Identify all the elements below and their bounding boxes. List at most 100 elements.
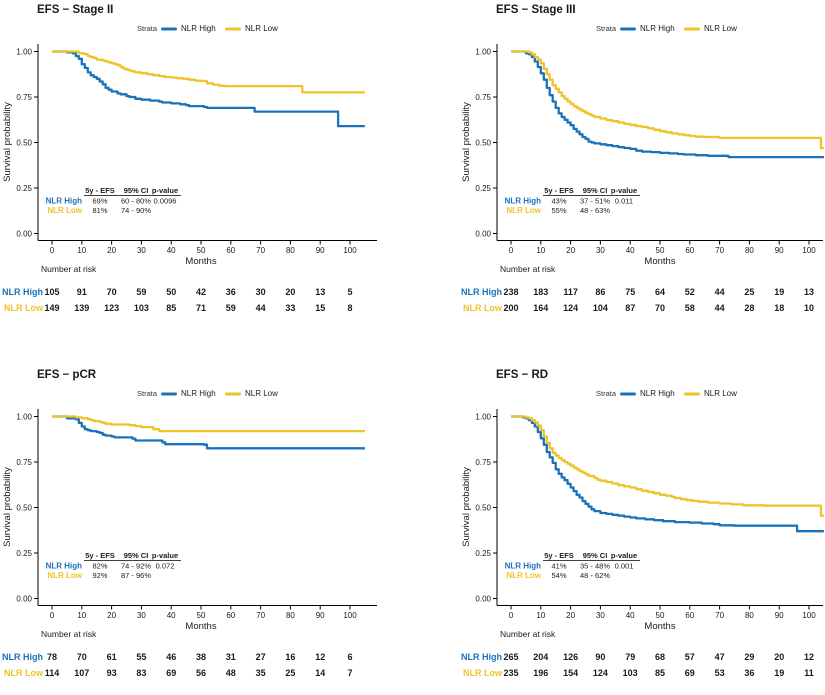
x-tick-label: 40 [167,611,176,620]
risk-row-label: NLR Low [463,668,503,678]
annotation-strata-label: NLR Low [506,571,541,580]
legend-strata-label: Strata [596,389,617,398]
annotation-ci-value: 35 - 48% [580,562,610,571]
risk-value: 27 [256,652,266,662]
x-tick-label: 10 [536,611,545,620]
risk-value: 59 [136,287,146,297]
survival-curve-nlr-low [52,50,365,94]
risk-value: 19 [774,287,784,297]
survival-curve-nlr-high [511,50,824,159]
y-tick-label: 0.00 [16,229,32,238]
y-tick-label: 0.00 [16,594,32,603]
annotation-header-pvalue: p-value [152,186,178,195]
risk-value: 6 [347,652,352,662]
x-axis-title: Months [185,256,216,267]
legend-label-nlr-high: NLR High [640,24,675,33]
risk-value: 70 [655,303,665,313]
y-axis-title: Survival probability [461,467,472,547]
risk-value: 59 [226,303,236,313]
y-tick-label: 0.00 [475,594,491,603]
annotation-ci-value: 60 - 80% [121,197,151,206]
legend-label-nlr-low: NLR Low [704,24,737,33]
x-axis-title: Months [185,621,216,632]
risk-value: 44 [715,303,725,313]
y-tick-label: 0.75 [16,93,32,102]
risk-value: 164 [533,303,548,313]
risk-value: 15 [315,303,325,313]
annotation-header-pvalue: p-value [611,551,637,560]
x-tick-label: 90 [316,246,325,255]
annotation-efs-value: 41% [551,562,566,571]
y-tick-label: 1.00 [475,47,491,56]
y-tick-label: 0.25 [16,184,32,193]
y-axis-title: Survival probability [2,102,13,182]
risk-value: 104 [593,303,608,313]
survival-curve-nlr-low [52,415,365,433]
x-tick-label: 60 [685,611,694,620]
x-tick-label: 50 [656,611,665,620]
risk-value: 69 [166,668,176,678]
annotation-header-ci: 95% CI [124,186,149,195]
risk-value: 31 [226,652,236,662]
y-tick-label: 1.00 [16,47,32,56]
annotation-strata-label: NLR High [46,197,83,206]
risk-value: 93 [107,668,117,678]
risk-value: 46 [166,652,176,662]
legend-swatch-nlr-high-icon [161,27,177,31]
y-tick-label: 0.50 [16,503,32,512]
risk-value: 29 [744,652,754,662]
risk-value: 38 [196,652,206,662]
x-tick-label: 60 [226,246,235,255]
legend-swatch-nlr-high-icon [620,392,636,396]
legend-swatch-nlr-high-icon [161,392,177,396]
legend-label-nlr-low: NLR Low [245,24,278,33]
annotation-efs-value: 82% [92,562,107,571]
x-tick-label: 80 [286,246,295,255]
risk-value: 91 [77,287,87,297]
risk-value: 56 [196,668,206,678]
x-tick-label: 80 [745,611,754,620]
risk-value: 35 [256,668,266,678]
risk-value: 70 [77,652,87,662]
y-tick-label: 0.25 [475,549,491,558]
x-tick-label: 0 [509,246,514,255]
risk-value: 19 [774,668,784,678]
risk-value: 105 [44,287,59,297]
panel-title: EFS − pCR [37,369,97,381]
x-tick-label: 50 [656,246,665,255]
annotation-strata-label: NLR High [505,562,542,571]
risk-value: 14 [315,668,325,678]
y-tick-label: 0.50 [16,138,32,147]
annotation-p-value: 0.072 [156,562,175,571]
annotation-efs-value: 81% [92,206,107,215]
risk-value: 53 [715,668,725,678]
x-tick-label: 70 [715,246,724,255]
risk-value: 85 [655,668,665,678]
risk-value: 28 [744,303,754,313]
risk-value: 61 [107,652,117,662]
survival-curve-nlr-high [52,50,365,128]
annotation-strata-label: NLR Low [47,571,82,580]
y-tick-label: 0.75 [16,458,32,467]
x-tick-label: 60 [685,246,694,255]
risk-value: 13 [804,287,814,297]
x-tick-label: 100 [802,611,816,620]
x-tick-label: 100 [802,246,816,255]
risk-value: 30 [256,287,266,297]
legend-label-nlr-high: NLR High [640,389,675,398]
panel-title: EFS − RD [496,369,548,381]
risk-value: 13 [315,287,325,297]
annotation-header-efs: 5y - EFS [85,551,115,560]
risk-value: 69 [685,668,695,678]
x-tick-label: 20 [107,611,116,620]
risk-value: 78 [47,652,57,662]
risk-value: 64 [655,287,665,297]
risk-value: 70 [107,287,117,297]
risk-value: 149 [44,303,59,313]
risk-value: 48 [226,668,236,678]
x-tick-label: 20 [566,246,575,255]
risk-value: 47 [715,652,725,662]
risk-value: 44 [715,287,725,297]
risk-value: 107 [74,668,89,678]
